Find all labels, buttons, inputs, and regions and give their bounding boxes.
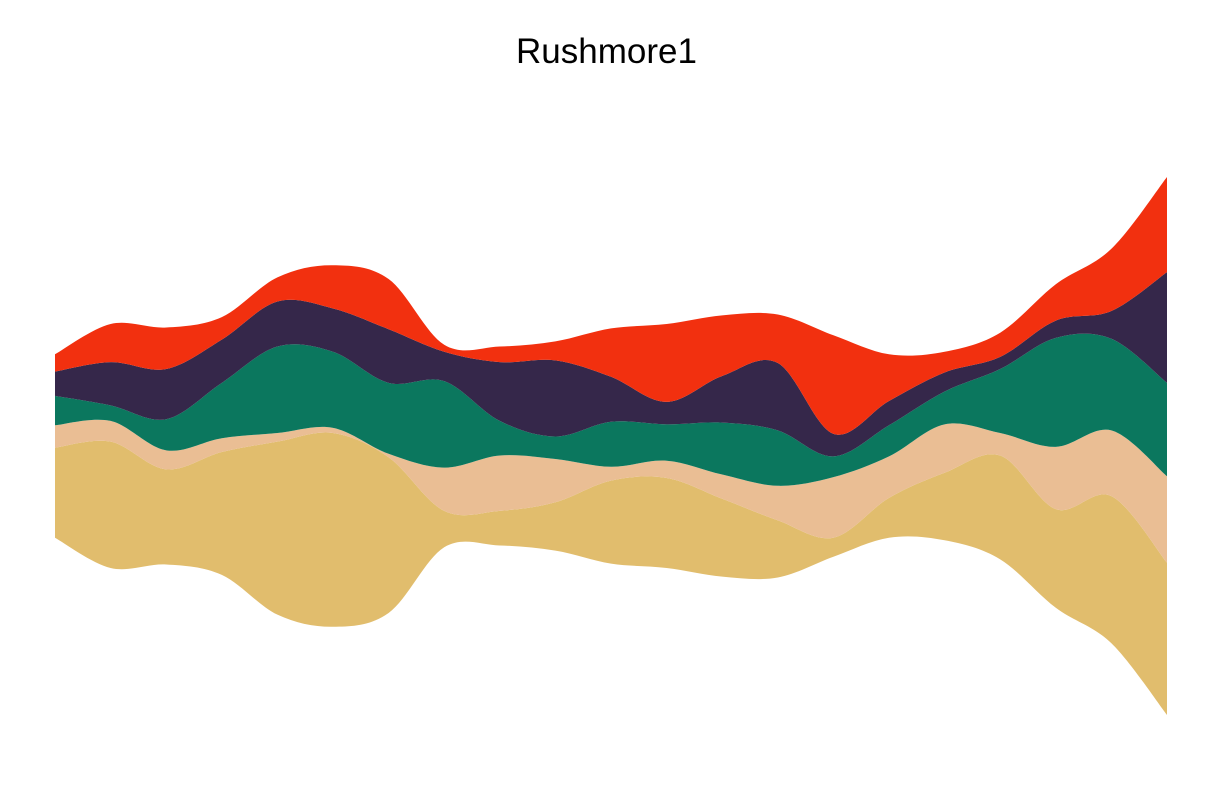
stream-layers — [55, 176, 1167, 716]
chart-title: Rushmore1 — [516, 32, 697, 71]
stream-layer-4 — [55, 272, 1167, 457]
stream-layer-3 — [55, 333, 1167, 486]
stream-layer-5 — [55, 176, 1167, 435]
stream-layer-1 — [55, 432, 1167, 716]
